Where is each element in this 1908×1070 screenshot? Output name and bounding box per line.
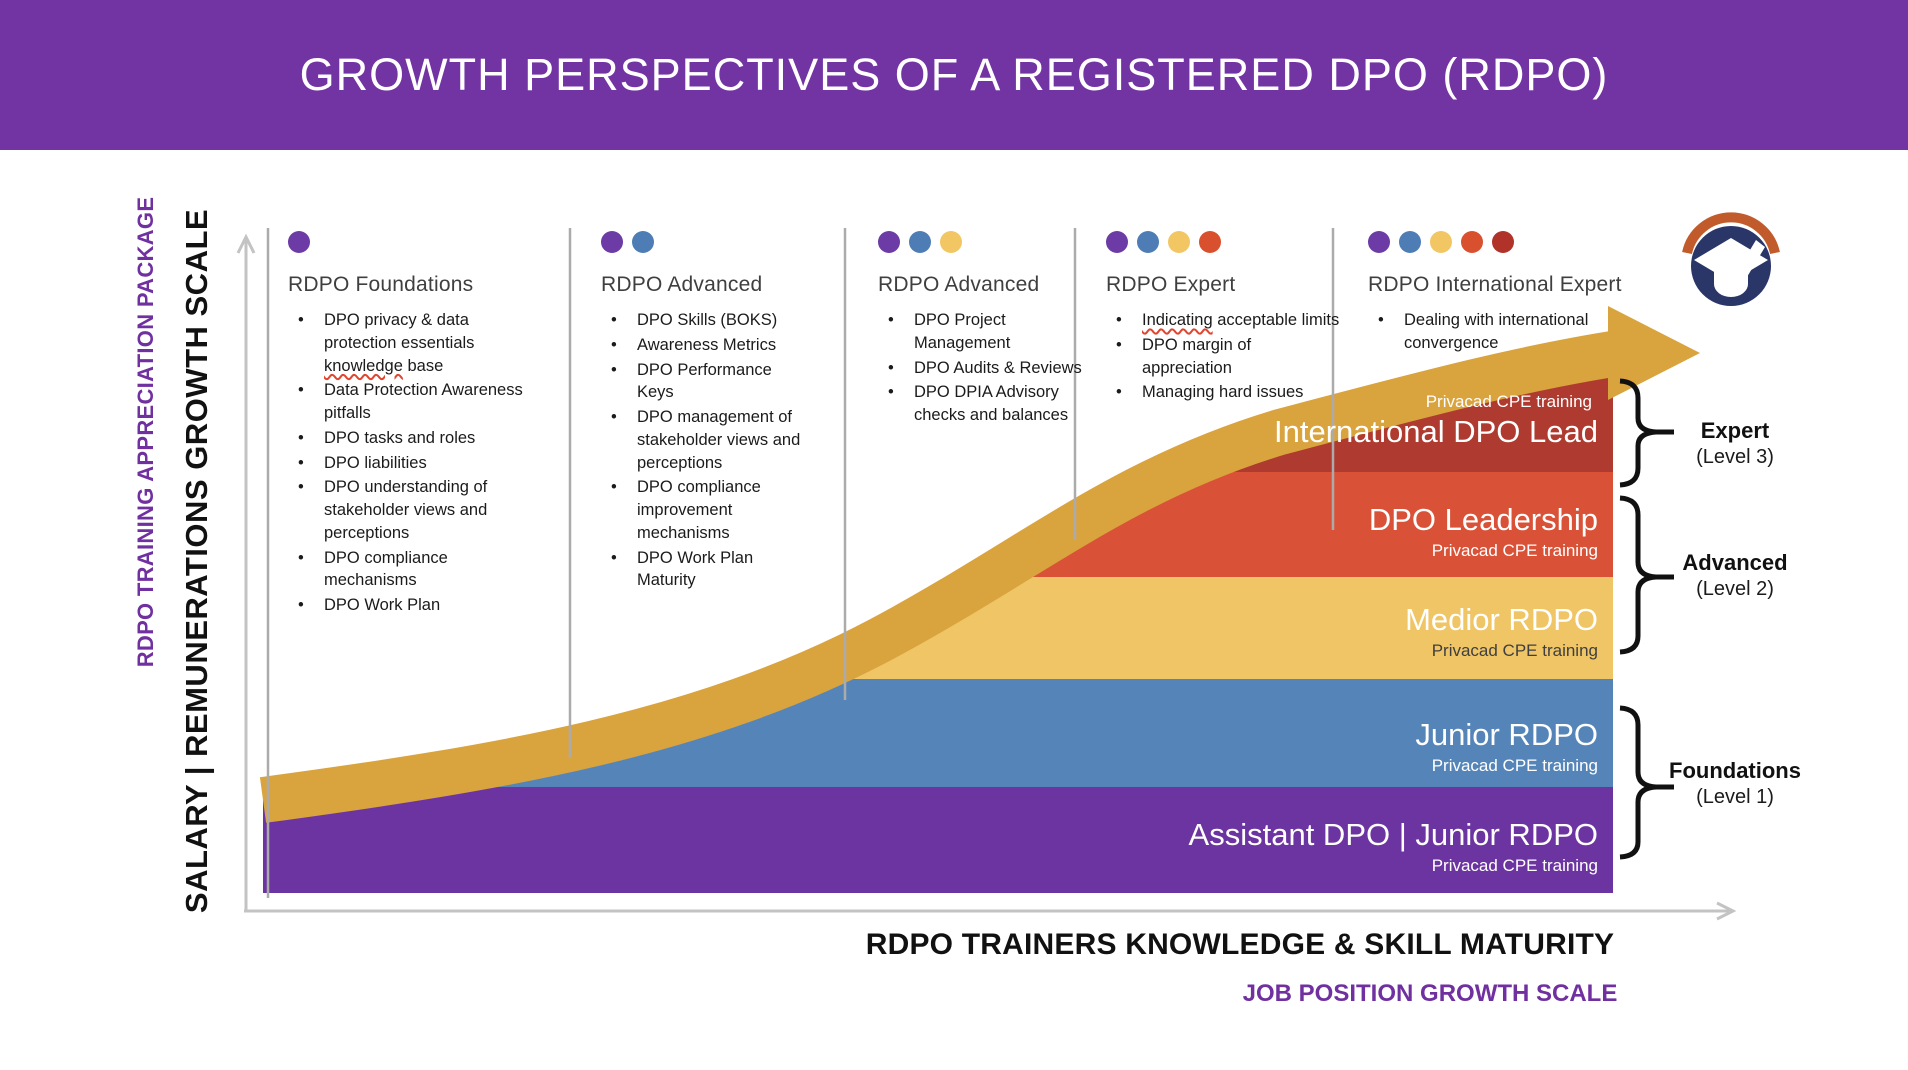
level-dot-icon [1492,231,1514,253]
level-dots [1368,231,1650,254]
privacad-logo-icon [1682,212,1780,306]
level-dot-icon [909,231,931,253]
stage-topics-list: Indicating acceptable limitsDPO margin o… [1106,309,1344,404]
brace-expert [1619,378,1674,488]
level-sub: (Level 2) [1696,578,1774,600]
stage-topics-list: Dealing with international convergence [1368,309,1650,355]
stage-topic: DPO privacy & data protection essentials… [288,309,530,377]
level-dot-icon [288,231,310,253]
stage-topics-list: DPO Skills (BOKS)Awareness MetricsDPO Pe… [601,309,803,592]
band-name: Assistant DPO | Junior RDPO [1188,817,1598,852]
stage-topic: Indicating acceptable limits [1106,309,1344,332]
stage-topic: DPO compliance improvement mechanisms [601,476,803,544]
band-training-note: Privacad CPE training [1431,641,1598,660]
band-label-medior-rdpo: Medior RDPO Privacad CPE training [1405,602,1598,661]
level-label-expert: Expert (Level 3) [1660,418,1810,470]
brace-foundations [1619,705,1674,860]
stage-topic: Managing hard issues [1106,381,1344,404]
level-label-foundations: Foundations (Level 1) [1660,758,1810,810]
level-dot-icon [1168,231,1190,253]
growth-curve-arrow-body [259,329,1629,823]
stage-topic: DPO Audits & Reviews [878,357,1086,380]
stage-topic: DPO margin of appreciation [1106,334,1344,380]
stage-column-title: RDPO Advanced [601,273,763,296]
band-name: International DPO Lead [1274,414,1598,449]
stage-column-title: RDPO International Expert [1368,273,1622,296]
y-axis-label-training-package: RDPO TRAINING APPRECIATION PACKAGE [133,196,158,668]
stage-column-1: RDPO Foundations DPO privacy & data prote… [288,231,530,619]
level-dot-icon [878,231,900,253]
level-label-advanced: Advanced (Level 2) [1660,550,1810,602]
level-sub: (Level 3) [1696,446,1774,468]
stage-topic: Data Protection Awareness pitfalls [288,379,530,425]
level-dot-icon [1399,231,1421,253]
stage-topic: DPO Performance Keys [601,359,803,405]
stage-topics-list: DPO Project ManagementDPO Audits & Revie… [878,309,1086,427]
level-dots [288,231,530,254]
stage-column-3: RDPO Advanced DPO Project ManagementDPO A… [878,231,1086,429]
band-training-note: Privacad CPE training [1431,541,1598,560]
band-label-junior-rdpo: Junior RDPO Privacad CPE training [1415,717,1598,776]
level-name: Expert [1700,418,1770,443]
brace-advanced [1619,495,1674,655]
stage-topic: DPO Project Management [878,309,1086,355]
level-dot-icon [1199,231,1221,253]
level-name: Advanced [1682,550,1788,575]
level-dots [878,231,1086,254]
level-dot-icon [1461,231,1483,253]
stage-topic: DPO Work Plan Maturity [601,547,803,593]
x-axis-label-job-growth: JOB POSITION GROWTH SCALE [1242,980,1618,1007]
band-assistant-dpo [263,787,1613,893]
stage-topic: Dealing with international convergence [1368,309,1650,355]
stage-column-4: RDPO Expert Indicating acceptable limitsD… [1106,231,1344,406]
stage-column-title: RDPO Foundations [288,273,474,296]
stage-topic: DPO DPIA Advisory checks and balances [878,381,1086,427]
stage-topic: DPO management of stakeholder views and … [601,406,803,474]
band-training-note: Privacad CPE training [1431,856,1598,875]
band-name: DPO Leadership [1368,502,1598,537]
level-dots [601,231,803,254]
level-dot-icon [1106,231,1128,253]
stage-column-title: RDPO Advanced [878,273,1040,296]
stage-column-2: RDPO Advanced DPO Skills (BOKS)Awareness … [601,231,803,594]
stage-column-title: RDPO Expert [1106,273,1236,296]
x-axis-label-knowledge-maturity: RDPO TRAINERS KNOWLEDGE & SKILL MATURITY [865,928,1615,961]
level-name: Foundations [1669,758,1801,783]
stage-topic: DPO liabilities [288,452,530,475]
title-banner: GROWTH PERSPECTIVES OF A REGISTERED DPO … [0,0,1908,150]
level-dot-icon [632,231,654,253]
x-axis-arrowhead-icon [1716,901,1737,921]
page-title: GROWTH PERSPECTIVES OF A REGISTERED DPO … [299,49,1609,100]
band-label-dpo-leadership: DPO Leadership Privacad CPE training [1369,502,1598,561]
band-name: Medior RDPO [1405,602,1598,637]
stage-topic: Awareness Metrics [601,334,803,357]
level-dot-icon [940,231,962,253]
y-axis-arrowhead-icon [236,233,256,254]
stage-topic: DPO understanding of stakeholder views a… [288,476,530,544]
stage-column-5: RDPO International Expert Dealing with in… [1368,231,1650,357]
band-training-note: Privacad CPE training [1425,392,1592,411]
band-training-note: Privacad CPE training [1431,756,1598,775]
stage-topic: DPO Skills (BOKS) [601,309,803,332]
band-label-assistant-dpo-junior-rdpo: Assistant DPO | Junior RDPO Privacad CPE … [1189,817,1598,876]
stage-topic: DPO tasks and roles [288,427,530,450]
stage-topics-list: DPO privacy & data protection essentials… [288,309,530,617]
level-sub: (Level 1) [1696,786,1774,808]
stage-topic: DPO compliance mechanisms [288,547,530,593]
level-dot-icon [1137,231,1159,253]
level-dot-icon [1368,231,1390,253]
y-axis-label-salary: SALARY | REMUNERATIONS GROWTH SCALE [179,208,214,914]
stage-topic: DPO Work Plan [288,594,530,617]
band-label-international-dpo-lead: Privacad CPE training International DPO L… [1274,392,1598,450]
level-dots [1106,231,1344,254]
level-dot-icon [1430,231,1452,253]
band-name: Junior RDPO [1415,717,1598,752]
level-dot-icon [601,231,623,253]
